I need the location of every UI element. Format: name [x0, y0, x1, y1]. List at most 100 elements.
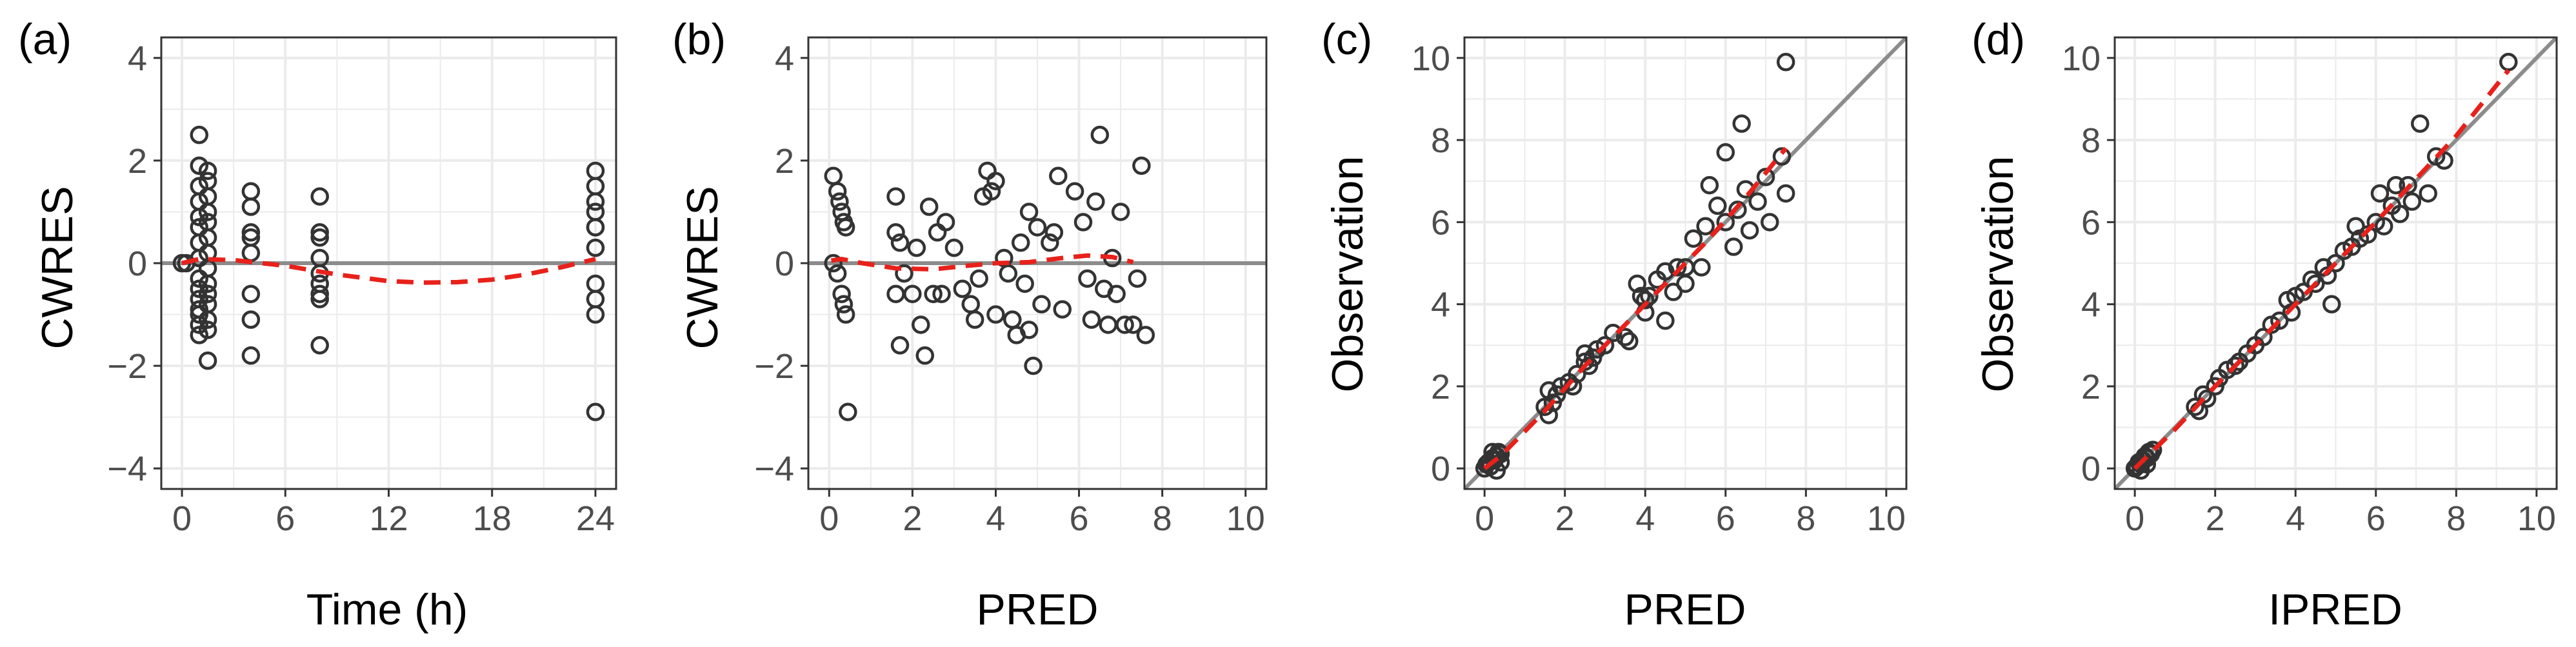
panel-b-point	[834, 295, 854, 314]
panel-b-point	[999, 264, 1018, 283]
panel-b-point	[890, 233, 910, 252]
panel-d-label: (d)	[1972, 15, 2025, 64]
panel-c-point	[1668, 258, 1687, 277]
panel-c-point	[1640, 286, 1659, 306]
panel-a-point	[198, 284, 217, 303]
panel-d-x-tick-label: 10	[2517, 499, 2556, 538]
panel-b-point	[936, 213, 955, 232]
panel-b-plot-area: 0 2 4 6 8 10 −4 −2 0 2 4	[754, 36, 1268, 538]
panel-c-point	[1732, 114, 1751, 133]
panel-c-point	[1656, 311, 1675, 330]
panel-a-point	[310, 187, 329, 206]
panel-b-point	[1111, 203, 1130, 221]
panel-c-point	[1676, 274, 1695, 294]
panel-b-point	[1065, 182, 1084, 201]
panel-a-point	[241, 197, 261, 216]
panel-c-y-tick-label: 4	[1431, 286, 1450, 324]
panel-c-point	[1700, 175, 1719, 195]
panel-a-point	[241, 310, 261, 329]
panel-a-y-tick-label: 2	[128, 142, 147, 181]
panel-d-point	[2370, 184, 2390, 203]
panel-a-y-tick-label: −4	[107, 450, 147, 488]
panel-c-point	[1728, 201, 1747, 219]
panel-d-smooth-line	[2133, 68, 2511, 470]
panel-b-y-tick-label: 2	[775, 142, 794, 181]
panel-a-point	[198, 351, 217, 370]
panel-a-point	[586, 305, 605, 324]
panel-b-point	[986, 172, 1005, 190]
panel-b-point	[903, 284, 922, 303]
panel-c-point	[1620, 332, 1639, 351]
panel-a-x-tick-label: 18	[473, 499, 512, 538]
panel-c-point	[1740, 221, 1759, 240]
panel-b-point	[828, 264, 847, 283]
panel-d-y-axis-title: Observation	[1973, 156, 2022, 393]
panel-d-point	[2270, 311, 2289, 330]
panel-b-point	[907, 238, 926, 257]
panel-b-point	[915, 346, 934, 365]
panel-b-point	[1041, 233, 1059, 252]
panel-c-point	[1776, 184, 1795, 203]
panel-c-point	[1772, 147, 1792, 166]
panel-d-y-tick-label: 10	[2062, 39, 2101, 78]
panel-a-point	[310, 290, 329, 308]
panel-a-y-tick-label: −2	[107, 347, 147, 386]
panel-b-y-tick-label: 0	[775, 244, 794, 283]
panel-c-x-tick-label: 8	[1796, 499, 1815, 538]
panel-b-point	[1019, 203, 1039, 221]
panel-a-point	[310, 223, 329, 242]
panel-d-point	[2294, 283, 2313, 301]
panel-b-point	[1107, 284, 1126, 303]
panel-b-point	[1019, 321, 1039, 339]
panel-d: 0 2 4 6 8 10 0 2 4 6 8 10 (d) Observation IPRED	[1972, 15, 2558, 634]
panel-a-point	[310, 336, 329, 355]
panel-a-point	[586, 218, 605, 237]
panel-a-point	[241, 284, 261, 303]
panel-d-point	[2322, 295, 2341, 314]
panel-c-x-tick-label: 6	[1716, 499, 1735, 538]
panel-d-point	[2435, 151, 2453, 170]
panel-b-x-tick-label: 4	[986, 499, 1005, 538]
panel-c-point	[1491, 444, 1510, 464]
panel-b-point	[1044, 223, 1064, 242]
panel-b-point	[1128, 269, 1147, 288]
panel-d-border	[2113, 36, 2558, 490]
panel-c-point	[1568, 364, 1586, 384]
panel-b-point	[1132, 156, 1151, 175]
panel-a-smooth-line	[181, 257, 596, 285]
panel-b: 0 2 4 6 8 10 −4 −2 0 2 4 (b) CWRES PRED	[672, 15, 1268, 634]
panel-b-label: (b)	[672, 15, 726, 64]
panel-b-y-tick-label: −4	[754, 450, 794, 488]
panel-b-point	[836, 218, 855, 237]
panel-c-x-tick-label: 10	[1867, 499, 1906, 538]
panel-b-y-axis-title: CWRES	[678, 186, 727, 349]
panel-a-y-tick-label: 4	[128, 39, 147, 78]
panel-b-x-tick-label: 10	[1226, 499, 1265, 538]
panel-c-point	[1632, 286, 1651, 306]
panel-c-y-tick-label: 0	[1431, 450, 1450, 488]
panel-b-point	[1090, 125, 1110, 144]
panel-b-point	[1082, 310, 1101, 329]
panel-c-point	[1756, 168, 1775, 186]
panel-c-point	[1635, 291, 1655, 310]
panel-a-point	[198, 161, 217, 181]
panel-c-y-axis-title: Observation	[1323, 156, 1372, 393]
panel-a-x-tick-label: 6	[275, 499, 295, 538]
panel-b-point	[932, 284, 951, 303]
panel-b-y-tick-label: 4	[775, 39, 794, 78]
panel-b-x-axis-title: PRED	[977, 585, 1099, 634]
panel-b-point	[986, 305, 1005, 324]
panel-c-y-tick-label: 2	[1431, 368, 1450, 406]
panel-a-point	[586, 238, 605, 257]
panel-c-plot-area: 0 2 4 6 8 10 0 2 4 6 8 10	[1412, 36, 1908, 538]
panel-a-label: (a)	[18, 15, 72, 64]
panel-b-point	[828, 182, 847, 201]
panel-b-point	[1032, 295, 1051, 314]
panel-d-point	[2186, 397, 2204, 416]
panel-d-point	[2419, 184, 2437, 203]
panel-b-point	[886, 187, 905, 206]
panel-c-x-tick-label: 0	[1475, 499, 1494, 538]
panel-a-x-axis-title: Time (h)	[306, 585, 468, 634]
panel-b-point	[836, 305, 855, 324]
